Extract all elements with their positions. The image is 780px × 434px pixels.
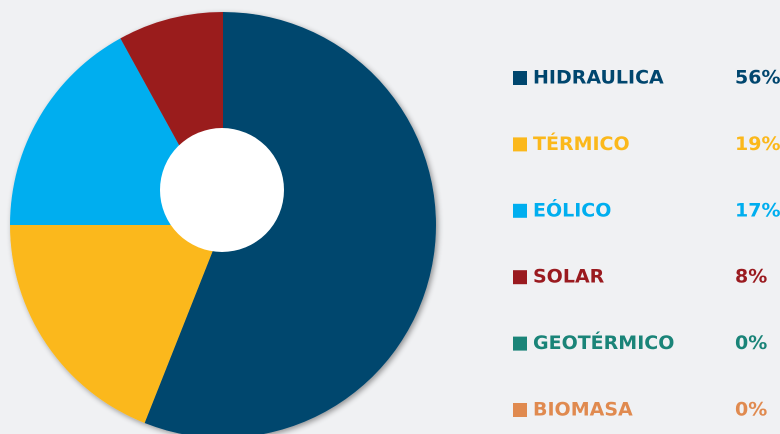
legend-label: EÓLICO [533, 197, 611, 221]
donut-hole [160, 128, 284, 252]
legend-swatch [513, 137, 527, 152]
legend-label: BIOMASA [533, 399, 633, 421]
value-label: 19% [735, 133, 780, 155]
value-label: 0% [735, 332, 767, 354]
value-label: 17% [735, 199, 780, 221]
pie-slice [10, 225, 223, 424]
legend-label: TÉRMICO [533, 132, 630, 155]
legend-label: GEOTÉRMICO [533, 331, 674, 354]
legend-swatch [513, 403, 527, 417]
value-label: 56% [735, 67, 780, 89]
legend-swatch [513, 336, 527, 351]
legend-swatch [513, 203, 527, 218]
legend-swatch [513, 270, 527, 285]
legend-label: HIDRAULICA [533, 67, 664, 89]
value-label: 8% [735, 266, 767, 288]
legend-swatch [513, 71, 527, 85]
pie-slice [144, 12, 436, 434]
legend-label: SOLAR [533, 266, 605, 288]
value-label: 0% [735, 399, 767, 421]
pie [10, 12, 436, 434]
